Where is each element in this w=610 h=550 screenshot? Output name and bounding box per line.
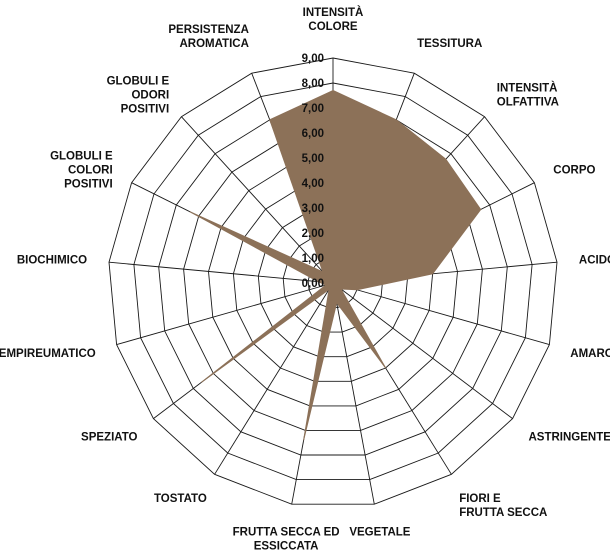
axis-label: POSITIVI — [64, 178, 113, 190]
grid-spoke — [181, 116, 334, 284]
axis-label: TESSITURA — [417, 38, 482, 50]
grid-spoke — [332, 282, 375, 505]
r-tick-label: 3,00 — [302, 203, 324, 215]
grid-spoke — [214, 282, 334, 475]
r-tick-label: 8,00 — [302, 78, 324, 90]
r-tick-label: 5,00 — [302, 153, 324, 165]
axis-label: SPEZIATO — [81, 432, 137, 444]
grid-spoke — [108, 261, 334, 284]
radial-tick-labels: 0,00 1,00 2,00 3,00 4,00 5,00 6,00 7,00 8,00 9,00 — [302, 53, 324, 290]
r-tick-label: 4,00 — [302, 178, 324, 190]
axis-label: COLORI — [68, 164, 113, 176]
r-tick-label: 9,00 — [302, 53, 324, 65]
axis-label: FRUTTA SECCA — [459, 507, 547, 519]
axis-label: FIORI E — [459, 493, 501, 505]
axis-label: ASTRINGENTE — [529, 432, 610, 444]
r-tick-label: 2,00 — [302, 228, 324, 240]
axis-label: ESSICCATA — [254, 541, 319, 550]
grid-spoke — [332, 282, 513, 419]
axis-label: TOSTATO — [154, 493, 207, 505]
axis-label: CORPO — [553, 164, 595, 176]
grid-ring — [133, 82, 533, 481]
axis-label: INTENSITÀ — [303, 6, 364, 19]
axis-label: INTENSITÀ — [497, 82, 558, 95]
grid-spoke — [332, 282, 550, 346]
data-area — [189, 89, 482, 441]
axis-label: POSITIVI — [121, 104, 170, 116]
axis-label: VEGETALE — [349, 527, 410, 539]
axis-label: GLOBULI E — [50, 150, 113, 162]
r-tick-label: 1,00 — [302, 253, 324, 265]
axis-labels: INTENSITÀ COLORE TESSITURA INTENSITÀ OLFATTI… — [0, 6, 610, 550]
r-tick-label: 7,00 — [302, 103, 324, 115]
axis-label: ODORI — [131, 90, 169, 102]
axis-label: COLORE — [308, 21, 358, 33]
grid-ring — [108, 57, 558, 505]
r-tick-label: 6,00 — [302, 128, 324, 140]
axis-label: AROMATICA — [179, 38, 248, 50]
grid-ring — [158, 107, 508, 456]
axis-label: BIOCHIMICO — [17, 255, 87, 267]
axis-label: ACIDO — [579, 255, 610, 267]
axis-label: AMARO — [570, 348, 610, 360]
axis-label: FRUTTA SECCA ED — [233, 527, 340, 539]
axis-label: OLFATTIVA — [497, 97, 559, 109]
grid-spoke — [116, 282, 334, 346]
axis-label: EMPIREUMATICO — [0, 348, 96, 360]
axis-label: GLOBULI E — [107, 76, 170, 88]
axis-label: PERSISTENZA — [168, 24, 249, 36]
r-tick-label: 0,00 — [302, 278, 324, 290]
